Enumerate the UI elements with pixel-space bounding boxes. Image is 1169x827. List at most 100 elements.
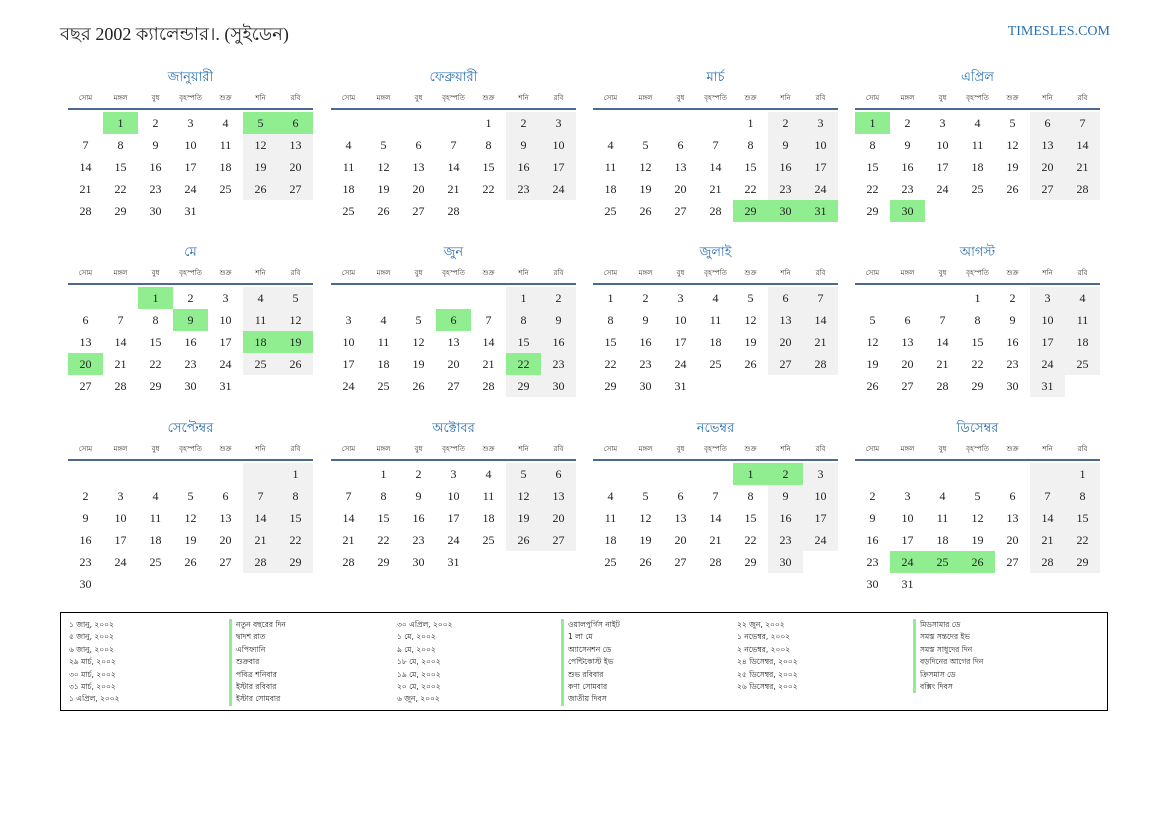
day-cell: 18: [936, 532, 949, 547]
month-name: জুলাই: [699, 245, 732, 260]
weekday-label: সোম: [78, 445, 93, 453]
day-cell: 28: [114, 378, 127, 393]
day-cell: 30: [149, 203, 162, 218]
weekday-label: রবি: [815, 445, 826, 453]
weekday-label: রবি: [553, 269, 564, 277]
day-cell: 27: [901, 378, 914, 393]
day-cell: 9: [1009, 312, 1016, 327]
empty-cell: [855, 463, 890, 485]
day-cell: 5: [380, 137, 387, 152]
empty-cell: [68, 463, 103, 485]
weekday-label: বুধ: [676, 445, 685, 453]
day-cell: 2: [82, 488, 89, 503]
site-link[interactable]: TIMESLES.COM: [1007, 24, 1110, 39]
day-cell: 2: [904, 115, 911, 130]
empty-cell: [855, 287, 890, 309]
empty-cell: [138, 573, 173, 595]
weekday-label: বৃহস্পতি: [704, 269, 727, 277]
day-cell: 28: [936, 378, 949, 393]
empty-cell: [995, 573, 1030, 595]
empty-cell: [68, 112, 103, 134]
day-cell: 8: [278, 485, 313, 507]
weekday-label: বৃহস্পতি: [442, 94, 465, 102]
day-cell: 8: [974, 312, 981, 327]
day-cell: 15: [114, 159, 127, 174]
weekday-label: শনি: [780, 94, 791, 102]
day-cell: 27: [447, 378, 460, 393]
day-cell: 30: [768, 200, 803, 222]
legend-holiday-name: কণা সোমবার: [561, 680, 620, 694]
weekday-label: শনি: [518, 94, 529, 102]
weekday-label: বৃহস্পতি: [966, 94, 989, 102]
day-cell: 5: [1009, 115, 1016, 130]
weekday-label: সোম: [865, 269, 880, 277]
weekday-label: শনি: [1042, 445, 1053, 453]
day-cell: 11: [971, 137, 984, 152]
day-cell: 17: [114, 532, 127, 547]
day-cell: 25: [219, 181, 232, 196]
empty-cell: [243, 573, 278, 595]
empty-cell: [401, 112, 436, 134]
day-cell: 20: [447, 356, 460, 371]
day-cell: 1: [485, 115, 492, 130]
day-cell: 16: [768, 507, 803, 529]
weekday-label: শুক্র: [1006, 94, 1019, 102]
weekday-label: বুধ: [676, 269, 685, 277]
weekday-label: শুক্র: [219, 94, 232, 102]
day-cell: 10: [803, 134, 838, 156]
day-cell: 5: [187, 488, 194, 503]
day-cell: 16: [866, 532, 879, 547]
day-cell: 13: [674, 510, 687, 525]
day-cell: 15: [744, 510, 757, 525]
day-grid: 1 2 3 4 5 6 7 8 9 10 11 12 13 14 15 16 17 18 19 20 21 22 23 24 2…: [331, 112, 576, 222]
day-cell: 18: [243, 331, 278, 353]
day-cell: 24: [890, 551, 925, 573]
day-cell: 19: [243, 156, 278, 178]
day-cell: 29: [744, 554, 757, 569]
empty-cell: [1030, 200, 1065, 222]
day-cell: 9: [415, 488, 422, 503]
day-cell: 26: [412, 378, 425, 393]
day-cell: 21: [1065, 156, 1100, 178]
day-cell: 24: [803, 178, 838, 200]
day-cell: 31: [219, 378, 232, 393]
weekday-label: সোম: [865, 445, 880, 453]
day-cell: 29: [149, 378, 162, 393]
legend-date: ২ নভেম্বর, ২০০২: [737, 644, 791, 654]
day-cell: 9: [904, 137, 911, 152]
day-cell: 13: [278, 134, 313, 156]
day-cell: 31: [674, 378, 687, 393]
day-cell: 7: [712, 137, 719, 152]
day-cell: 24: [184, 181, 197, 196]
month-calendar: জুলাই সোম মঙ্গল বুধ বৃহস্পতি শুক্র শনি রবি 1 2 3 4 5…: [593, 245, 838, 397]
legend-holiday-name: পেন্টিকোস্ট ইভ: [561, 656, 620, 669]
day-cell: 2: [768, 463, 803, 485]
day-cell: 9: [152, 137, 159, 152]
legend-date: ১ নভেম্বর, ২০০২: [737, 632, 791, 642]
day-cell: 26: [744, 356, 757, 371]
day-cell: 17: [184, 159, 197, 174]
empty-cell: [506, 551, 541, 573]
empty-cell: [173, 573, 208, 595]
weekday-label: বৃহস্পতি: [179, 445, 202, 453]
weekday-label: শুক্র: [482, 269, 495, 277]
day-cell: 13: [1030, 134, 1065, 156]
day-cell: 20: [1030, 156, 1065, 178]
day-cell: 9: [642, 312, 649, 327]
day-cell: 7: [345, 488, 352, 503]
empty-cell: [208, 573, 243, 595]
day-cell: 6: [222, 488, 229, 503]
day-cell: 11: [604, 159, 617, 174]
day-cell: 18: [482, 510, 495, 525]
legend-date: ৩১ মার্চ, ২০০২: [69, 681, 116, 691]
weekday-label: মঙ্গল: [376, 94, 391, 102]
legend-holiday-name: পবিত্র শনিবার: [229, 668, 286, 681]
empty-cell: [733, 375, 768, 397]
weekday-label: শনি: [255, 94, 266, 102]
day-cell: 13: [79, 334, 92, 349]
day-cell: 3: [450, 466, 457, 481]
day-cell: 8: [117, 137, 124, 152]
day-cell: 22: [971, 356, 984, 371]
day-grid: 1 2 3 4 5 6 7 8 9 10 11 12 13 14 15 16 17 18 19 20 21 22 23 24 2…: [855, 463, 1100, 595]
day-cell: 11: [149, 510, 162, 525]
